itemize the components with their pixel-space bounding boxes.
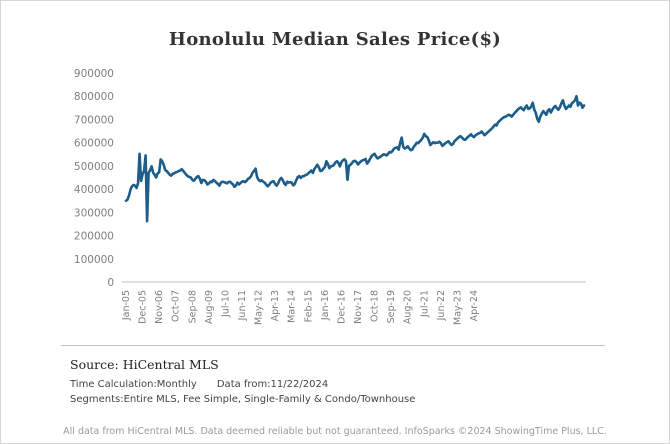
- line-chart: 0 100000 200000 300000 400000 500000 600000 700…: [74, 68, 586, 325]
- x-tick-label: Dec-05: [138, 290, 149, 324]
- y-tick-label: 400000: [74, 184, 114, 196]
- x-tick-label: Oct-18: [370, 290, 381, 322]
- x-tick-label: Nov-17: [353, 290, 364, 324]
- y-tick-label: 0: [107, 277, 114, 289]
- segments-text: Segments:Entire MLS, Fee Simple, Single-…: [70, 394, 416, 405]
- footer-disclaimer: All data from HiCentral MLS. Data deemed…: [63, 426, 607, 437]
- x-tick-label: Apr-13: [270, 290, 281, 321]
- y-tick-label: 500000: [74, 161, 114, 173]
- data-from-text: Data from:11/22/2024: [216, 379, 329, 390]
- x-tick-label: Apr-24: [469, 290, 480, 321]
- x-tick-label: Jan-16: [320, 290, 331, 321]
- x-tick-label: May-23: [452, 290, 463, 325]
- divider: [61, 345, 605, 346]
- y-axis-labels: 0 100000 200000 300000 400000 500000 600000 700…: [74, 68, 114, 289]
- x-tick-label: Sep-08: [187, 290, 198, 323]
- x-tick-label: Dec-16: [336, 290, 347, 324]
- x-tick-label: Feb-15: [303, 290, 314, 322]
- y-tick-label: 100000: [74, 254, 114, 266]
- x-tick-label: Jul-10: [220, 290, 231, 318]
- y-tick-label: 900000: [74, 68, 114, 80]
- y-tick-label: 200000: [74, 231, 114, 243]
- x-tick-label: Oct-07: [171, 290, 182, 322]
- y-tick-label: 600000: [74, 138, 114, 150]
- x-tick-label: May-12: [254, 290, 265, 325]
- x-tick-label: Jun-11: [237, 290, 248, 321]
- x-tick-label: Nov-06: [154, 290, 165, 324]
- x-axis-labels: Jan-05 Dec-05 Nov-06 Oct-07 Sep-08 Aug-09 Jul-…: [121, 290, 480, 325]
- x-tick-label: Jul-21: [419, 290, 430, 318]
- x-tick-label: Aug-09: [204, 290, 215, 324]
- time-calc-row: Time Calculation:Monthly Data from:11/22/…: [70, 379, 328, 390]
- chart-title: Honolulu Median Sales Price($): [168, 29, 502, 50]
- y-tick-label: 300000: [74, 207, 114, 219]
- series-line: [124, 94, 586, 223]
- source-text: Source: HiCentral MLS: [70, 357, 219, 372]
- time-calc-text: Time Calculation:Monthly: [70, 379, 197, 390]
- x-tick-label: Mar-14: [287, 290, 298, 323]
- x-tick-label: Sep-19: [386, 290, 397, 323]
- y-tick-label: 700000: [74, 114, 114, 126]
- x-tick-label: Jan-05: [121, 290, 132, 321]
- x-tick-label: Aug-20: [403, 290, 414, 324]
- y-tick-label: 800000: [74, 91, 114, 103]
- x-tick-label: Jun-22: [436, 290, 447, 321]
